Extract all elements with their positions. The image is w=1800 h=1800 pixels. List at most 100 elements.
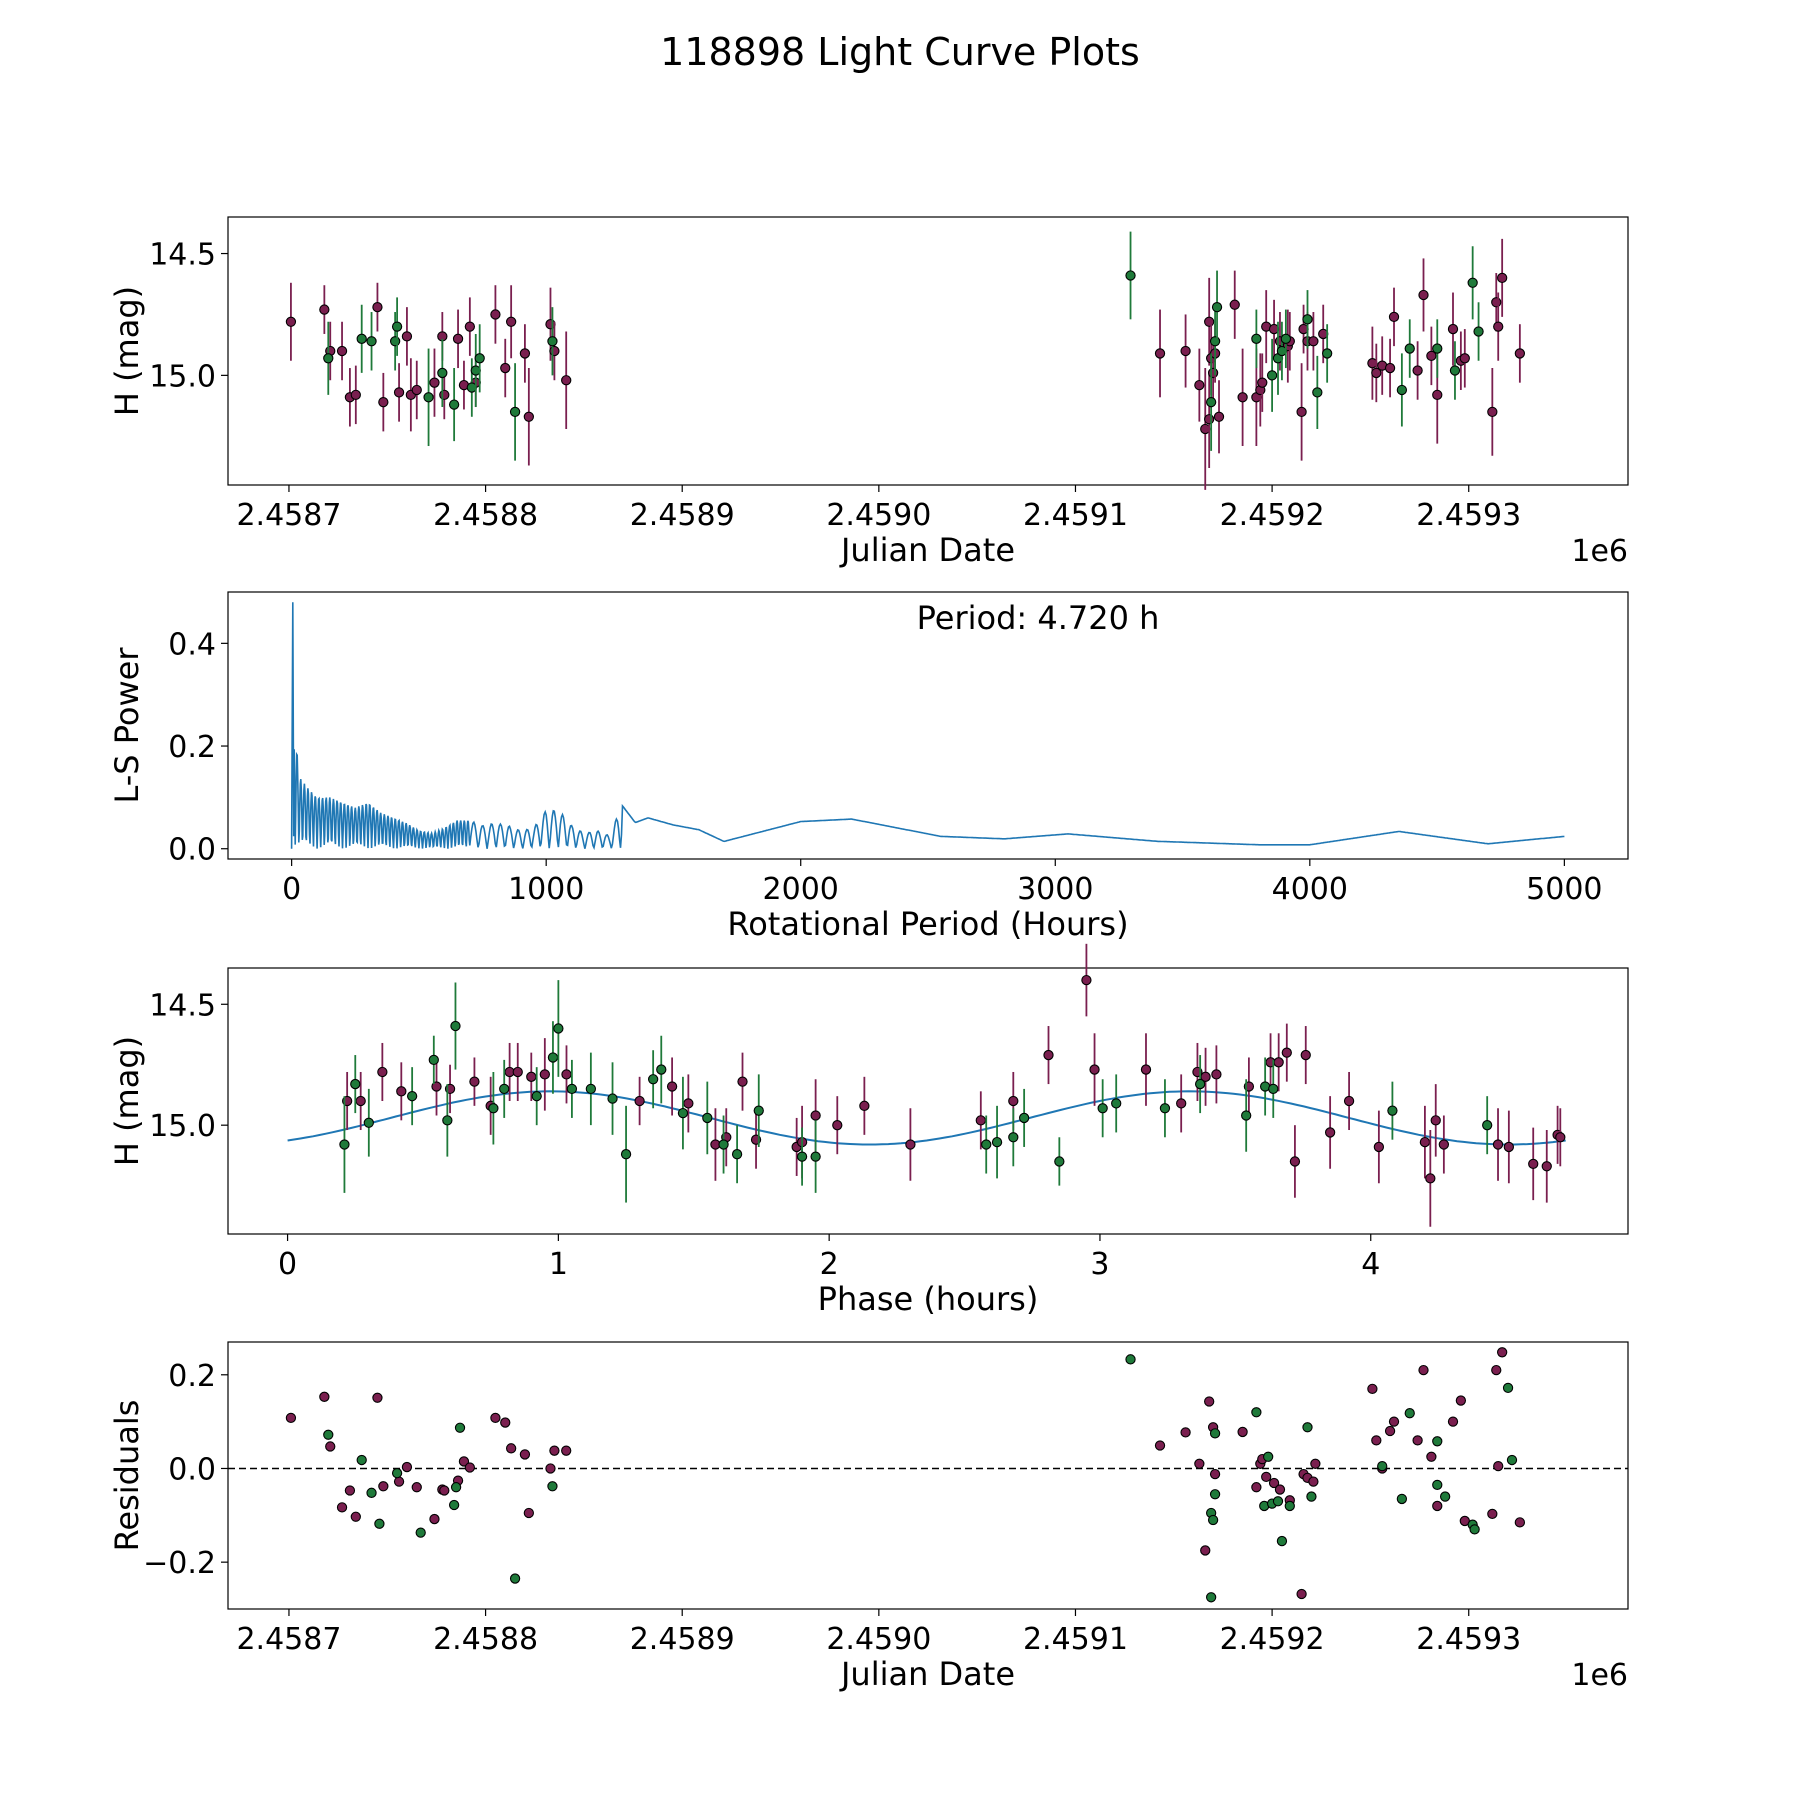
- phased-point: [731, 1149, 743, 1160]
- lightcurve-point: [1204, 414, 1215, 425]
- residuals-ytick-label: 0.0: [168, 1452, 216, 1487]
- lightcurve-point: [1404, 343, 1415, 354]
- residuals-point: [344, 1485, 356, 1496]
- lightcurve-point: [1384, 362, 1396, 374]
- lightcurve-point: [1322, 348, 1333, 359]
- residuals-point: [1261, 1471, 1272, 1483]
- lightcurve-point: [500, 362, 511, 374]
- phased-point: [1097, 1103, 1108, 1114]
- residuals-point: [1207, 1514, 1219, 1526]
- lightcurve-point: [1229, 299, 1240, 310]
- phased-point: [1373, 1141, 1385, 1153]
- lightcurve-xtick-label: 2.4589: [630, 498, 735, 533]
- lightcurve-ytick-label: 14.5: [149, 238, 216, 273]
- phased-ylabel: H (mag): [108, 1036, 146, 1166]
- lightcurve-point: [411, 384, 422, 396]
- residuals-point: [500, 1417, 511, 1428]
- residuals-point: [1377, 1460, 1388, 1472]
- residuals-point: [1371, 1435, 1382, 1446]
- residuals-point: [458, 1456, 470, 1467]
- residuals-point: [1412, 1435, 1423, 1446]
- phased-point: [859, 1100, 870, 1111]
- residuals-point: [519, 1449, 531, 1460]
- lightcurve-point: [1418, 289, 1429, 301]
- residuals-point: [1487, 1508, 1498, 1520]
- phased-ytick-label: 14.5: [149, 988, 216, 1023]
- lightcurve-point: [448, 399, 460, 410]
- lightcurve-point: [1412, 365, 1423, 376]
- residuals-point: [372, 1392, 383, 1403]
- lightcurve-point: [366, 336, 377, 347]
- figure-title: 118898 Light Curve Plots: [660, 30, 1140, 74]
- lightcurve-point: [391, 321, 403, 332]
- lightcurve-offset-label: 1e6: [1571, 534, 1628, 569]
- lightcurve-point: [1426, 350, 1437, 362]
- residuals-point: [1426, 1451, 1437, 1462]
- lightcurve-point: [1491, 297, 1502, 308]
- phased-point: [1425, 1173, 1436, 1184]
- lightcurve-point: [474, 353, 485, 364]
- phased-point: [1008, 1132, 1019, 1143]
- lightcurve-point: [1205, 397, 1217, 408]
- phased-point: [566, 1083, 578, 1095]
- phased-point: [469, 1076, 480, 1087]
- phased-point: [796, 1151, 808, 1162]
- residuals-point: [1154, 1440, 1166, 1451]
- periodogram-ytick-label: 0.0: [168, 833, 216, 868]
- lightcurve-point: [1371, 367, 1382, 379]
- residuals-point: [1514, 1517, 1526, 1528]
- residuals-point: [1404, 1408, 1415, 1419]
- residuals-ylabel: Residuals: [108, 1400, 146, 1552]
- periodogram-period-annotation: Period: 4.720 h: [917, 599, 1160, 637]
- residuals-point: [1497, 1347, 1508, 1358]
- phased-point: [561, 1069, 572, 1080]
- phased-point: [539, 1069, 550, 1080]
- lightcurve-point: [1280, 333, 1292, 344]
- lightcurve-point: [393, 387, 405, 398]
- lightcurve-point: [1211, 301, 1223, 313]
- phased-point: [905, 1139, 916, 1150]
- phased-point: [450, 1020, 461, 1032]
- residuals-point: [561, 1445, 572, 1456]
- residuals-point: [1194, 1458, 1205, 1469]
- phased-point: [737, 1076, 748, 1087]
- lightcurve-point: [1251, 333, 1262, 344]
- lightcurve-point: [356, 333, 367, 344]
- phased-point: [1273, 1057, 1284, 1068]
- lightcurve-point: [1302, 314, 1313, 325]
- phased-point: [1194, 1078, 1206, 1090]
- residuals-point: [1209, 1489, 1221, 1500]
- phased-point: [363, 1117, 374, 1128]
- phased-point: [355, 1095, 366, 1107]
- phased-xtick-label: 2: [820, 1247, 839, 1282]
- lightcurve-point: [319, 304, 330, 315]
- residuals-point: [391, 1468, 403, 1479]
- phased-point: [677, 1107, 689, 1119]
- lightcurve-xlabel: Julian Date: [839, 531, 1015, 569]
- residuals-point: [374, 1518, 385, 1529]
- phased-point: [753, 1105, 764, 1116]
- residuals-point: [450, 1482, 462, 1493]
- phased-point: [512, 1066, 523, 1078]
- residuals-point: [319, 1391, 330, 1402]
- lightcurve-point: [423, 392, 434, 403]
- residuals-point: [1302, 1422, 1313, 1433]
- residuals-point: [1502, 1382, 1514, 1394]
- residuals-point: [1491, 1364, 1502, 1376]
- periodogram-xtick-label: 2000: [763, 872, 839, 907]
- lightcurve-point: [429, 377, 440, 388]
- lightcurve-point: [547, 336, 558, 347]
- residuals-point: [350, 1511, 361, 1522]
- residuals-point: [1418, 1364, 1429, 1376]
- phased-point: [1419, 1136, 1431, 1148]
- residuals-point: [1310, 1458, 1321, 1469]
- lightcurve-point: [1388, 311, 1400, 323]
- phased-point: [981, 1139, 992, 1150]
- lightcurve-point: [1473, 326, 1484, 337]
- phased-point: [1111, 1098, 1122, 1109]
- periodogram-ytick-label: 0.2: [168, 730, 216, 765]
- residuals-xtick-label: 2.4587: [236, 1622, 341, 1657]
- phased-point: [810, 1151, 821, 1162]
- lightcurve-point: [1447, 323, 1459, 335]
